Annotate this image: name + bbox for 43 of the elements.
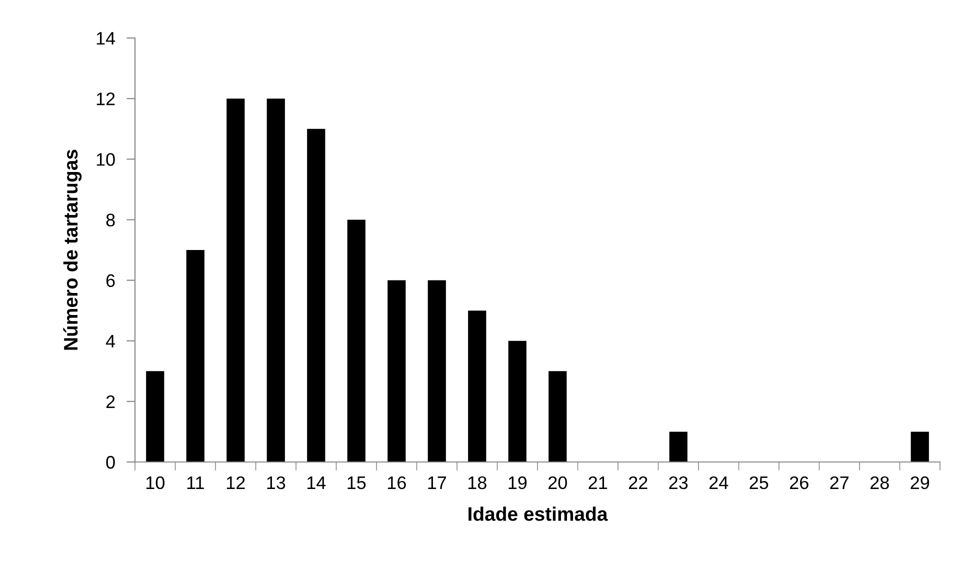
x-tick-label: 17 — [428, 476, 446, 489]
x-axis-title: Idade estimada — [468, 506, 608, 521]
x-tick-label: 28 — [870, 476, 889, 490]
bar — [146, 371, 164, 462]
bar — [186, 250, 204, 462]
bar — [548, 371, 567, 462]
bar — [266, 98, 285, 462]
x-tick-label: 20 — [548, 476, 567, 490]
y-axis-title: Número de tartarugas — [63, 150, 82, 350]
x-tick-label: 24 — [709, 476, 728, 489]
y-tick-label: 10 — [96, 153, 115, 166]
bar — [468, 310, 486, 462]
x-tick-label: 21 — [588, 476, 608, 489]
x-tick-label: 19 — [508, 476, 527, 490]
bar — [307, 128, 326, 462]
bar — [428, 280, 446, 462]
x-tick-label: 18 — [468, 476, 486, 490]
x-tick-label: 10 — [146, 476, 164, 490]
bar — [669, 432, 688, 462]
y-tick-label: 12 — [96, 92, 115, 106]
x-tick-label: 13 — [267, 476, 286, 490]
x-tick-label: 26 — [790, 476, 808, 490]
x-tick-label: 15 — [348, 476, 366, 490]
y-tick-label: 14 — [96, 32, 116, 45]
y-tick-label: 2 — [106, 395, 115, 408]
y-tick-label: 8 — [106, 214, 115, 226]
bar — [910, 432, 929, 462]
x-tick-label: 16 — [388, 476, 406, 490]
bar — [226, 98, 245, 462]
bar — [508, 340, 526, 462]
bar — [347, 220, 366, 462]
x-tick-label: 22 — [628, 476, 648, 489]
bar — [388, 280, 406, 462]
x-tick-label: 25 — [750, 476, 768, 490]
y-tick-label: 0 — [106, 456, 115, 469]
y-tick-label: 4 — [106, 334, 116, 348]
x-tick-label: 29 — [910, 476, 930, 490]
x-tick-label: 23 — [669, 476, 688, 490]
x-tick-label: 12 — [226, 476, 245, 489]
x-tick-label: 14 — [307, 476, 326, 489]
x-tick-label: 11 — [187, 476, 204, 489]
y-tick-label: 6 — [106, 274, 115, 288]
x-tick-label: 27 — [830, 476, 849, 489]
